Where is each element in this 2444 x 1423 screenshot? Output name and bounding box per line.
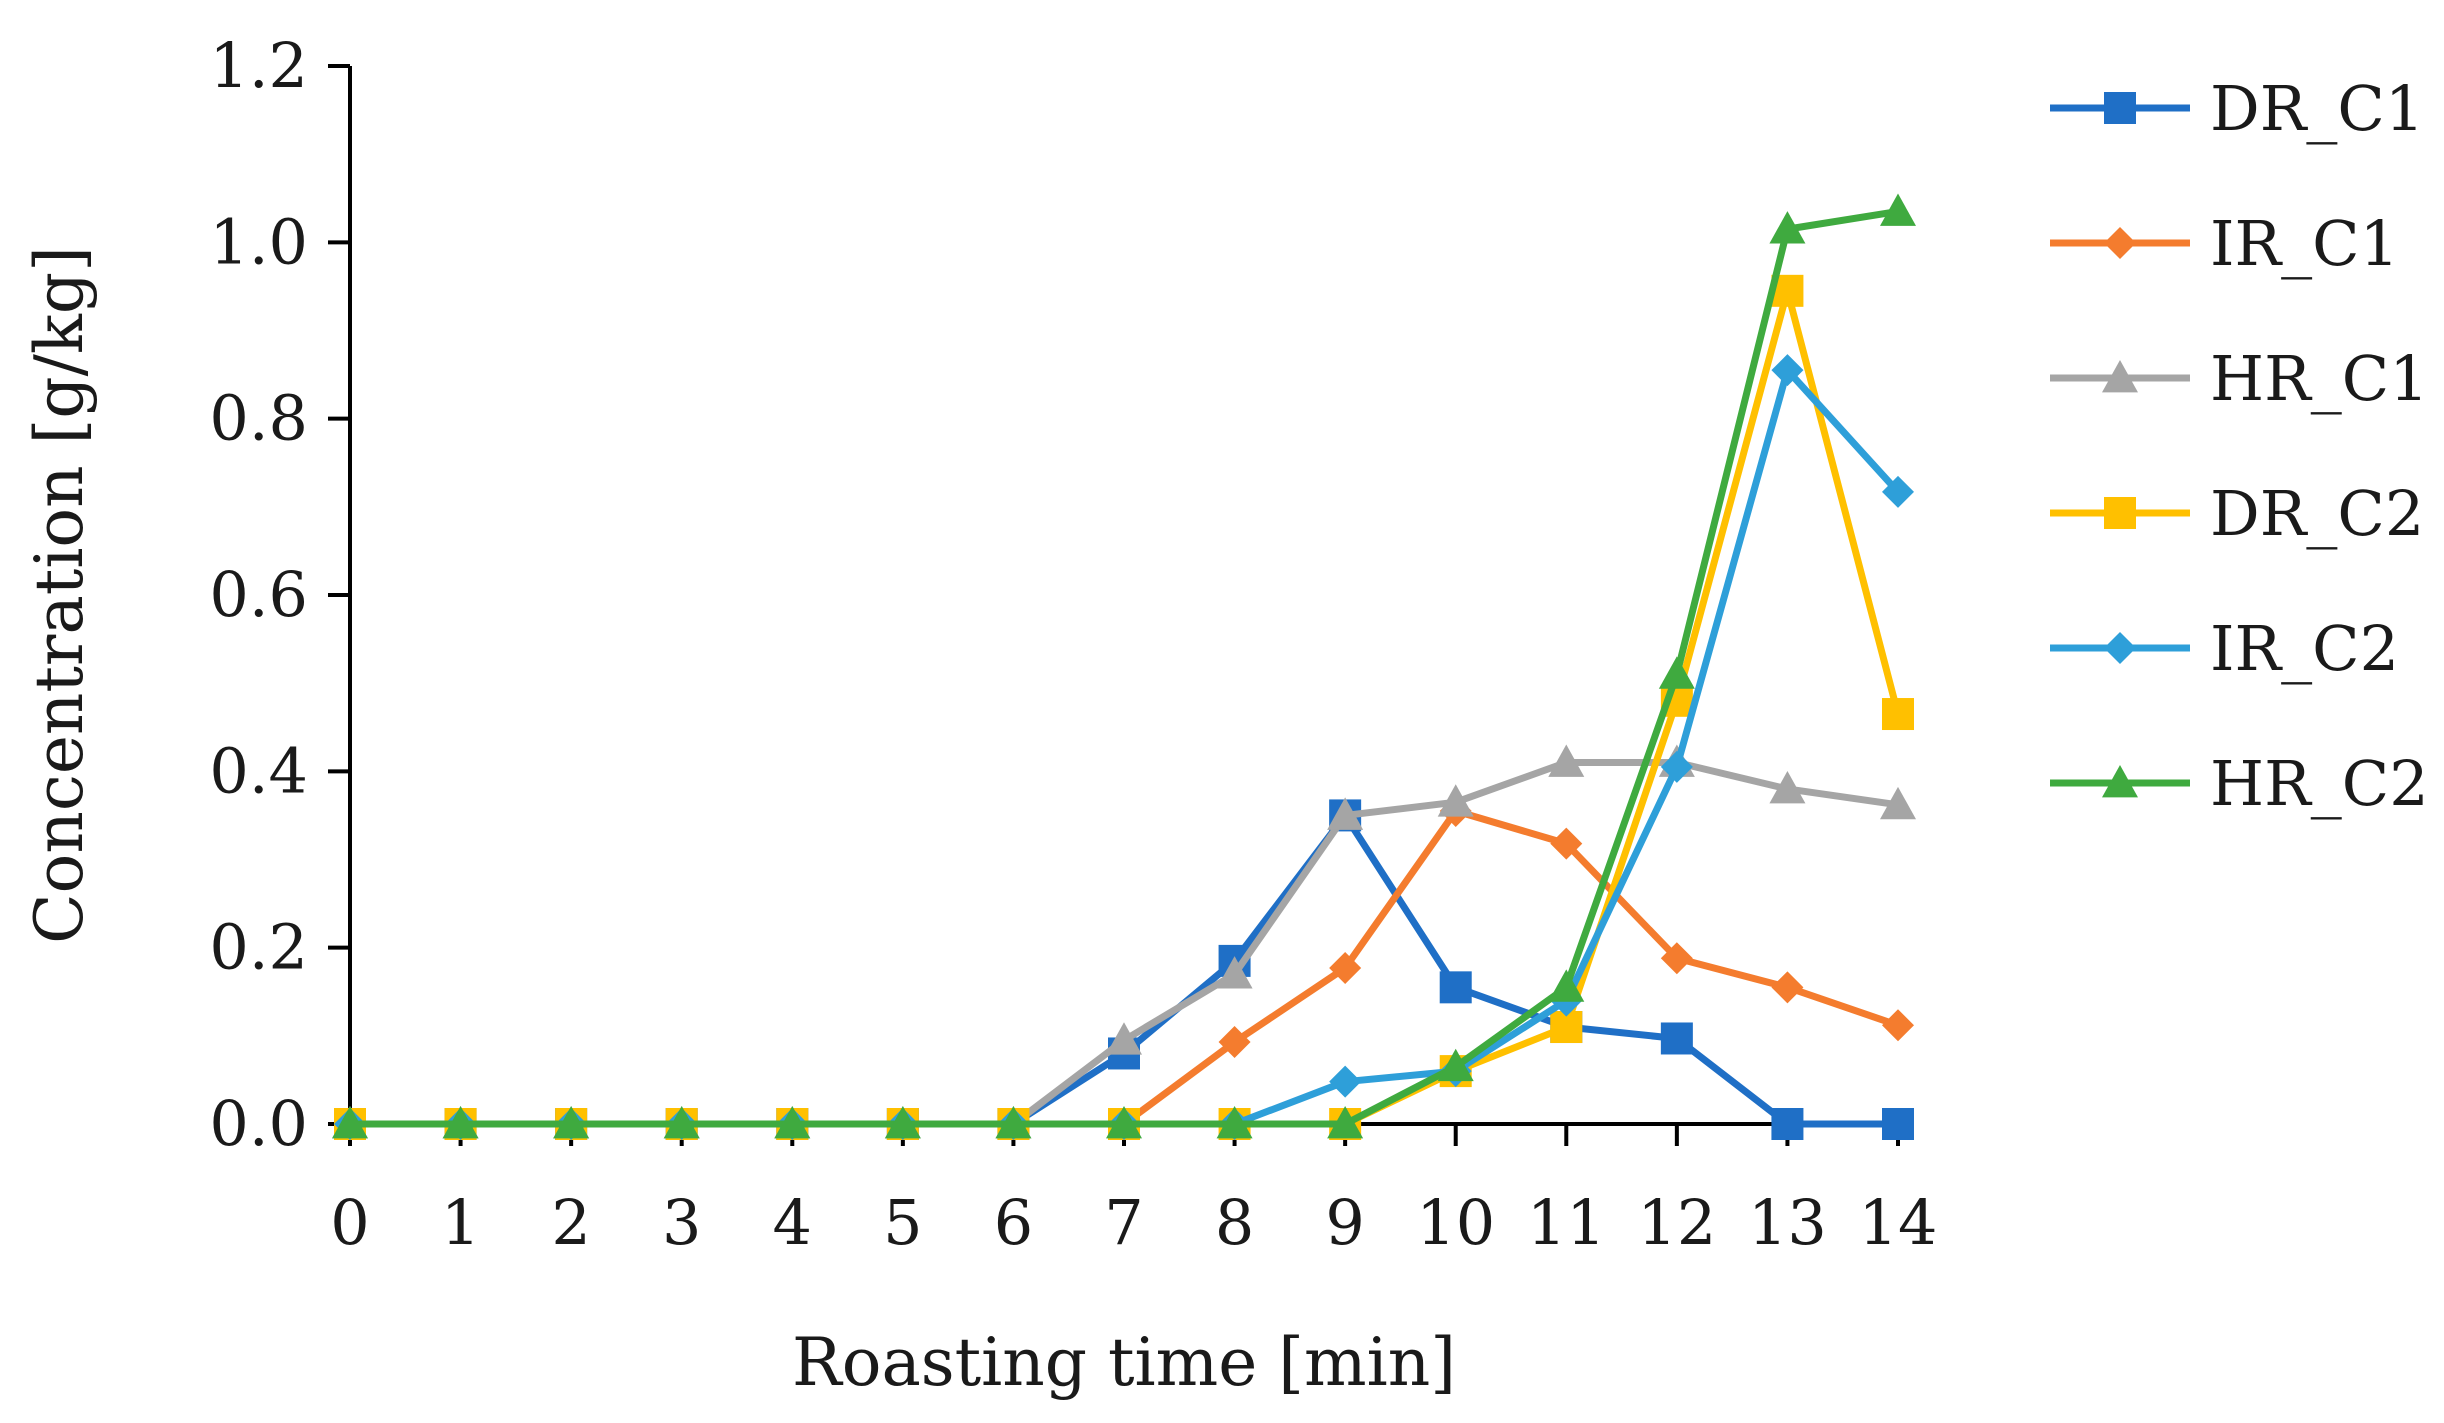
data-point <box>1106 1022 1142 1055</box>
series-dr-c2 <box>334 274 1914 1140</box>
data-point <box>1437 784 1474 817</box>
legend-item: DR_C1 <box>2050 72 2424 145</box>
y-axis-title: Concentration [g/kg] <box>21 246 98 944</box>
data-point <box>553 1106 590 1139</box>
series-ir-c1 <box>334 795 1914 1140</box>
data-point <box>442 1106 479 1139</box>
data-point <box>1329 1065 1362 1098</box>
series-hr-c2 <box>332 193 1916 1139</box>
x-tick-label: 3 <box>662 1186 701 1259</box>
series-line <box>346 366 1902 1128</box>
data-point <box>1548 744 1585 777</box>
legend-marker <box>2104 632 2136 664</box>
x-tick-label: 13 <box>1748 1186 1827 1259</box>
y-tick-label: 0.6 <box>209 558 308 631</box>
data-point <box>1439 971 1472 1004</box>
data-point <box>1548 969 1585 1002</box>
legend-marker <box>2102 765 2138 798</box>
y-tick-label: 0.4 <box>209 734 308 807</box>
data-point <box>1216 956 1253 989</box>
axes <box>348 66 1898 1126</box>
data-point <box>663 1106 700 1139</box>
data-point <box>1216 1106 1253 1139</box>
data-point <box>884 1106 921 1139</box>
legend-label: HR_C1 <box>2210 342 2429 415</box>
x-tick-label: 7 <box>1104 1186 1143 1259</box>
legend-item: DR_C2 <box>2050 477 2424 550</box>
data-point <box>774 1106 811 1139</box>
data-point <box>1660 1022 1693 1055</box>
x-tick-label: 6 <box>994 1186 1033 1259</box>
data-point <box>1550 827 1583 860</box>
data-point <box>1880 193 1916 226</box>
data-point <box>1327 797 1364 830</box>
data-point <box>1106 1106 1142 1139</box>
legend: DR_C1 IR_C1 HR_C1 DR_C2 IR_C2 HR_C2 <box>2050 72 2429 820</box>
legend-item: HR_C1 <box>2050 342 2429 415</box>
y-tick-label: 0.0 <box>209 1087 308 1160</box>
x-ticks: 0 1 2 3 4 5 6 7 8 9 10 11 12 13 14 <box>330 1124 1937 1259</box>
x-tick-label: 8 <box>1215 1186 1254 1259</box>
legend-label: DR_C2 <box>2210 477 2424 550</box>
data-point <box>1218 1026 1251 1059</box>
legend-label: HR_C2 <box>2210 747 2429 820</box>
y-tick-label: 1.2 <box>209 29 308 102</box>
series-layer <box>332 193 1916 1140</box>
legend-label: DR_C1 <box>2210 72 2424 145</box>
x-tick-label: 11 <box>1527 1186 1606 1259</box>
x-tick-label: 14 <box>1859 1186 1938 1259</box>
legend-item: HR_C2 <box>2050 747 2429 820</box>
series-line <box>346 207 1902 1128</box>
x-tick-label: 10 <box>1416 1186 1495 1259</box>
data-point <box>1769 770 1806 804</box>
x-tick-label: 0 <box>330 1186 369 1259</box>
data-point <box>1882 698 1914 731</box>
legend-marker <box>2104 92 2136 124</box>
data-point <box>1437 1048 1474 1082</box>
data-point <box>1327 1106 1364 1139</box>
x-tick-label: 9 <box>1325 1186 1364 1259</box>
legend-item: IR_C2 <box>2050 612 2399 685</box>
data-point <box>1769 211 1806 244</box>
x-tick-label: 1 <box>441 1186 480 1259</box>
x-axis-title: Roasting time [min] <box>792 1324 1456 1401</box>
data-point <box>995 1106 1032 1139</box>
series-line <box>346 807 1902 1128</box>
data-point <box>1771 354 1804 387</box>
data-point <box>1882 475 1914 508</box>
x-tick-label: 12 <box>1637 1186 1716 1259</box>
y-tick-label: 1.0 <box>209 205 308 278</box>
legend-marker <box>2102 360 2138 393</box>
legend-marker <box>2104 497 2136 529</box>
legend-marker <box>2104 227 2136 259</box>
data-point <box>1882 1108 1914 1140</box>
x-tick-label: 2 <box>551 1186 590 1259</box>
data-point <box>1771 971 1804 1004</box>
data-point <box>1660 750 1693 783</box>
data-point <box>1882 1009 1914 1042</box>
legend-label: IR_C2 <box>2210 612 2399 685</box>
data-point <box>1658 656 1695 689</box>
data-point <box>332 1106 368 1139</box>
data-point <box>1660 942 1693 975</box>
x-tick-label: 4 <box>773 1186 812 1259</box>
series-line <box>346 811 1902 1128</box>
data-point <box>1329 951 1362 984</box>
x-tick-label: 5 <box>883 1186 922 1259</box>
y-tick-label: 0.8 <box>209 382 308 455</box>
data-point <box>1880 786 1916 820</box>
y-ticks: 0.0 0.2 0.4 0.6 0.8 1.0 1.2 <box>209 29 350 1160</box>
legend-item: IR_C1 <box>2050 207 2399 280</box>
y-tick-label: 0.2 <box>209 911 308 984</box>
series-hr-c1 <box>332 744 1916 1139</box>
legend-label: IR_C1 <box>2210 207 2399 280</box>
data-point <box>1771 1108 1804 1140</box>
